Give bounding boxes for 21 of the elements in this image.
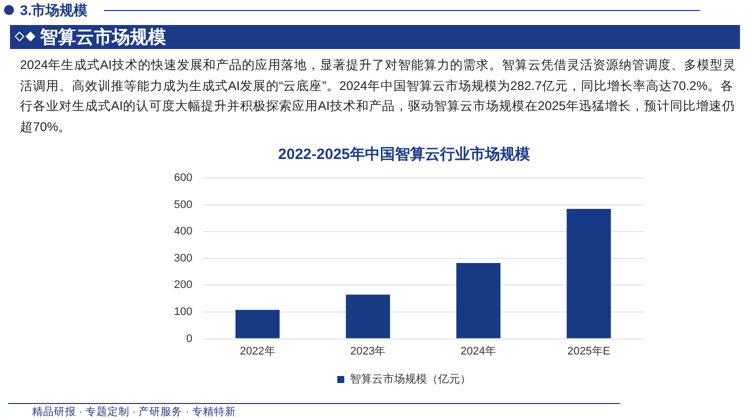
y-tick-label: 200 [174,279,192,292]
x-tick-label: 2022年 [240,345,276,358]
text: 2024年生成式AI技术的快速发展和产品的应用落地，显著提升了对智能算力的需求。智算云凭借灵活资源纳管调度、多模型灵活调用、高效训推等能力成为生成式AI发展的“云底座”。2024年中国智算云市场规模为282.7亿元，同比增长率高达70.2%。各行各业对生成式AI的认可度大幅提升并积极探索应用AI技术和产品，驱动智算云市场规模在2025年迅猛增长，预计同比增速仍超70%。 [20,57,737,136]
bar [566,208,611,338]
y-tick-label: 300 [174,252,192,264]
y-tick-label: 400 [174,226,192,238]
bar [456,263,500,338]
y-tick-label: 0 [186,332,192,345]
y-tick-label: 100 [174,306,192,318]
y-tick-label: 600 [174,172,192,184]
bar [235,310,280,338]
x-tick-label: 2024年 [460,345,496,358]
x-tick-label: 2023年 [350,345,386,358]
text: 精品研报 · 专题定制 · 产研服务 · 专精特新 [32,406,236,419]
text: 3.市场规模 [20,1,88,19]
bar [346,294,390,338]
legend-label: 智算云市场规模（亿元） [350,372,471,386]
x-tick-label: 2025年E [567,345,610,358]
y-tick-label: 500 [174,198,192,211]
text: 智算云市场规模 [40,26,166,49]
chart-title: 2022-2025年中国智算云行业市场规模 [278,145,531,164]
